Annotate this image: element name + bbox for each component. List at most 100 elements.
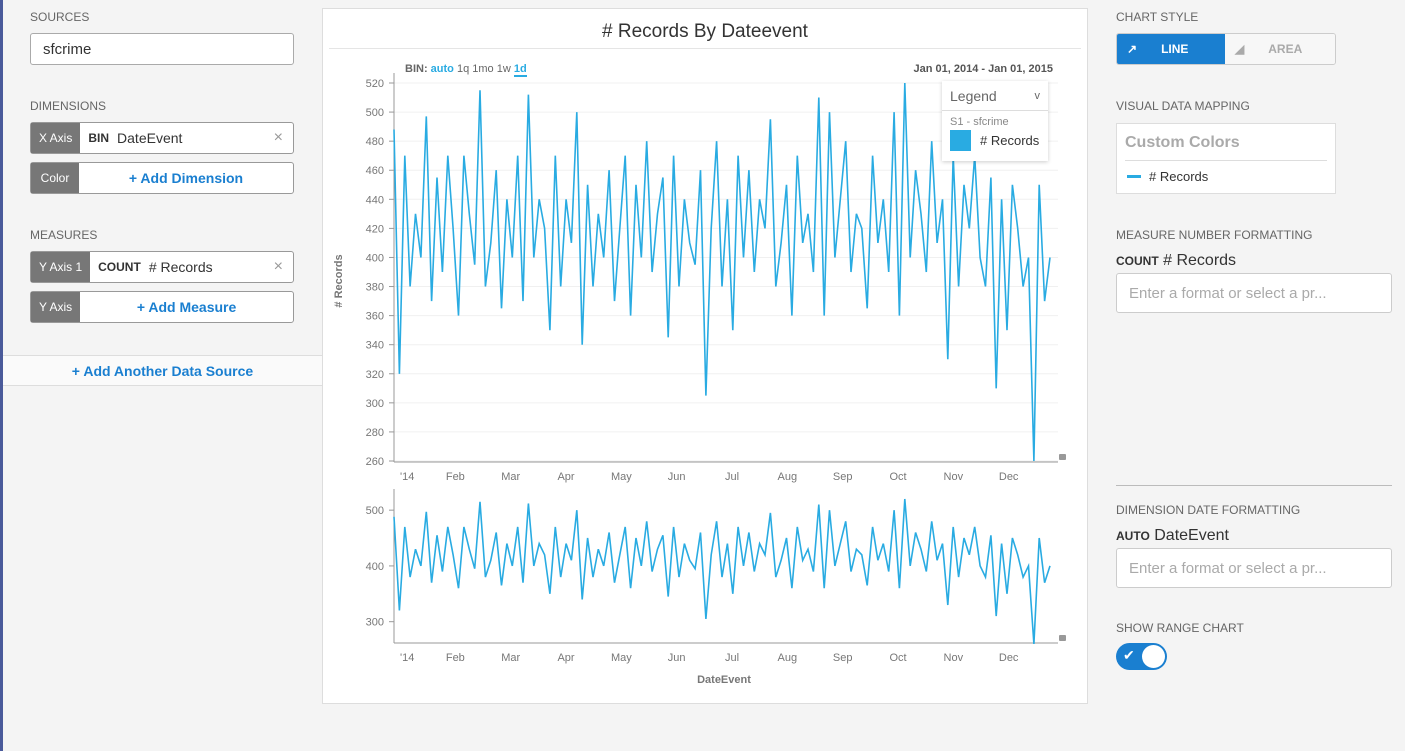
range-x-tick-label: Aug	[778, 652, 798, 664]
remove-icon[interactable]: ×	[273, 129, 283, 146]
range-x-tick-label: Feb	[446, 652, 465, 664]
source-input[interactable]: sfcrime	[30, 33, 294, 65]
range-x-tick-label: Oct	[889, 652, 906, 664]
main-x-tick-label: Oct	[889, 471, 906, 483]
y-axis-pill[interactable]: Y Axis + Add Measure	[30, 291, 294, 323]
range-x-tick-label: Apr	[557, 652, 574, 664]
bin-1q[interactable]: 1q	[456, 63, 470, 75]
add-dimension-button[interactable]: + Add Dimension	[128, 170, 244, 186]
legend: Legend v S1 - sfcrime # Records	[942, 81, 1048, 161]
dimensions-label: Dimensions	[30, 99, 107, 113]
main-y-tick-label: 420	[366, 223, 384, 235]
legend-toggle-icon[interactable]: v	[1034, 89, 1041, 102]
main-y-tick-label: 380	[366, 282, 384, 294]
series-color-swatch[interactable]	[1127, 175, 1141, 178]
custom-colors-box: Custom Colors # Records	[1116, 123, 1336, 194]
date-format-input[interactable]: Enter a format or select a pr...	[1116, 548, 1392, 588]
main-y-tick-label: 520	[366, 78, 384, 90]
add-measure-button[interactable]: + Add Measure	[136, 299, 237, 315]
range-x-tick-label: '14	[400, 652, 414, 664]
main-x-tick-label: Apr	[557, 471, 574, 483]
mnf-label: Measure Number Formatting	[1116, 228, 1313, 242]
sources-label: Sources	[30, 10, 90, 24]
main-y-tick-label: 320	[366, 369, 384, 381]
x-axis-tag: X Axis	[31, 123, 81, 153]
window-edge	[0, 0, 3, 751]
x-axis-field: DateEvent	[117, 130, 183, 146]
color-tag: Color	[31, 163, 79, 193]
legend-title: Legend	[950, 87, 997, 104]
main-y-tick-label: 440	[366, 194, 384, 206]
line-style-button[interactable]: ↗ LINE	[1117, 34, 1225, 64]
main-y-tick-label: 340	[366, 340, 384, 352]
legend-item-label: # Records	[980, 133, 1040, 148]
main-lock-icon	[1059, 454, 1066, 460]
bin-1w[interactable]: 1w	[496, 63, 511, 75]
bin-1mo[interactable]: 1mo	[472, 63, 494, 75]
line-chart-icon: ↗	[1127, 42, 1138, 56]
chart-style-label: Chart Style	[1116, 10, 1199, 24]
measures-label: Measures	[30, 228, 98, 242]
legend-item[interactable]: # Records	[942, 128, 1048, 153]
x-axis-agg: BIN	[88, 131, 110, 145]
ddf-label: Dimension Date Formatting	[1116, 503, 1301, 517]
main-y-tick-label: 280	[366, 427, 384, 439]
main-y-tick-label: 500	[366, 107, 384, 119]
legend-swatch	[950, 130, 971, 151]
chart-svg: 260 280 300 320 340 360 380 400 420 440 460 480 500 5…	[333, 73, 1066, 686]
ddf-field: DateEvent	[1154, 527, 1229, 544]
mnf-agg: COUNT	[1116, 254, 1159, 268]
legend-source: S1 - sfcrime	[950, 116, 1009, 128]
main-y-tick-label: 360	[366, 311, 384, 323]
main-x-tick-label: Feb	[446, 471, 465, 483]
bin-label: BIN:	[405, 63, 428, 75]
bin-auto[interactable]: auto	[430, 63, 454, 75]
y-axis1-tag: Y Axis 1	[31, 252, 91, 282]
vdm-label: Visual Data Mapping	[1116, 99, 1250, 113]
main-y-tick-label: 300	[366, 398, 384, 410]
main-x-tick-label: Mar	[501, 471, 520, 483]
main-x-tick-label: Sep	[833, 471, 853, 483]
range-chart-toggle[interactable]: ✔	[1116, 643, 1167, 670]
main-y-tick-label: 460	[366, 165, 384, 177]
main-y-tick-label: 480	[366, 136, 384, 148]
ddf-agg: AUTO	[1116, 529, 1150, 543]
range-chart-label: Show Range Chart	[1116, 621, 1244, 635]
color-pill[interactable]: Color + Add Dimension	[30, 162, 294, 194]
main-x-tick-label: Nov	[944, 471, 964, 483]
range-x-tick-label: May	[611, 652, 632, 664]
x-axis-pill[interactable]: X Axis BIN DateEvent ×	[30, 122, 294, 154]
ddf-dimension: AUTO DateEvent	[1116, 527, 1229, 545]
y-axis1-pill[interactable]: Y Axis 1 COUNT # Records ×	[30, 251, 294, 283]
custom-colors-title: Custom Colors	[1125, 124, 1327, 161]
date-end[interactable]: Jan 01, 2015	[988, 63, 1053, 75]
mapping-item[interactable]: # Records	[1117, 161, 1335, 192]
range-y-tick-label: 300	[366, 617, 384, 629]
remove-icon[interactable]: ×	[273, 258, 283, 275]
chart-panel: # Records By Dateevent BIN: auto 1q 1mo …	[322, 8, 1088, 704]
date-start[interactable]: Jan 01, 2014	[913, 63, 979, 75]
main-series-line-records	[393, 82, 1051, 462]
range-y-tick-label: 400	[366, 561, 384, 573]
main-y-tick-label: 260	[366, 456, 384, 468]
range-x-tick-label: Sep	[833, 652, 853, 664]
range-y-tick-label: 500	[366, 505, 384, 517]
area-style-button[interactable]: ◢ AREA	[1225, 34, 1335, 64]
area-chart-icon: ◢	[1235, 42, 1245, 56]
y-axis1-field: # Records	[148, 259, 213, 275]
range-x-tick-label: Jun	[668, 652, 686, 664]
x-axis-title: DateEvent	[697, 674, 751, 686]
main-x-tick-label: May	[611, 471, 632, 483]
mapping-item-label: # Records	[1149, 169, 1209, 184]
chart-title: # Records By Dateevent	[602, 21, 808, 42]
measure-format-input[interactable]: Enter a format or select a pr...	[1116, 273, 1392, 313]
toggle-knob	[1142, 645, 1165, 668]
range-x-tick-label: Mar	[501, 652, 520, 664]
mnf-measure: COUNT # Records	[1116, 252, 1236, 270]
y-axis1-agg: COUNT	[98, 260, 141, 274]
legend-header[interactable]: Legend v	[942, 81, 1048, 111]
check-icon: ✔	[1123, 647, 1135, 663]
area-label: AREA	[1268, 42, 1303, 56]
bin-1d[interactable]: 1d	[513, 63, 527, 77]
add-data-source-button[interactable]: + Add Another Data Source	[3, 355, 322, 386]
